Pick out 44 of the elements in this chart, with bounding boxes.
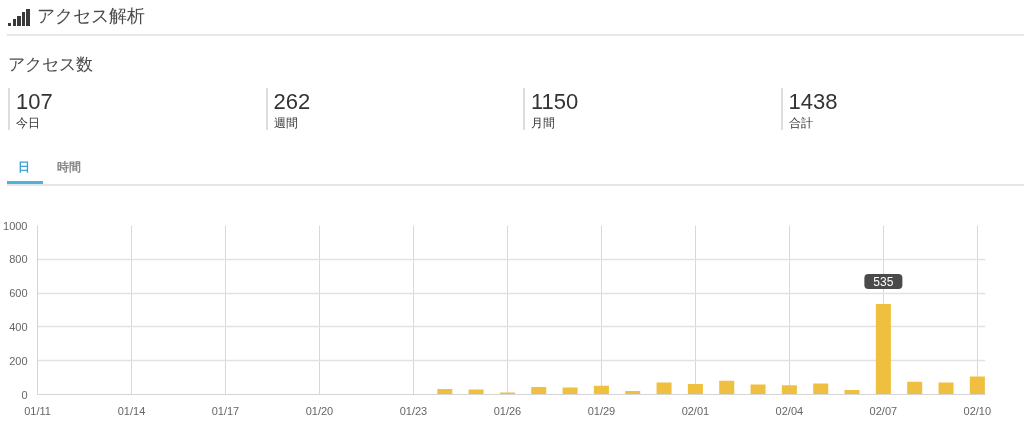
x-tick-label: 01/14 [117,404,146,417]
bar [719,380,735,395]
bar [531,387,547,395]
x-tick-label: 01/29 [587,404,616,417]
bar [875,304,891,395]
x-tick-label: 02/04 [775,404,804,417]
bar [562,387,578,395]
bar [750,384,766,395]
category-label: 週間 [273,116,298,130]
y-tick-label: 1000 [3,219,28,232]
bar [593,385,609,395]
x-tick-label: 01/17 [211,404,240,417]
text: アクセス数 [8,54,93,76]
data-label: 107 [16,89,53,115]
bar [813,383,829,395]
x-tick-label: 01/26 [493,404,522,417]
bar [938,382,954,395]
category-label: 合計 [788,116,813,130]
text: 日 [18,160,30,174]
x-tick-label: 02/07 [869,404,898,417]
y-tick-label: 600 [9,287,28,300]
x-tick-label: 01/23 [399,404,428,417]
x-tick-label: 01/20 [305,404,334,417]
y-tick-label: 0 [21,388,28,401]
bar [656,382,672,395]
bar [907,381,923,395]
y-tick-label: 200 [9,354,28,367]
bar [499,392,515,395]
bar [969,376,985,395]
bar [687,384,703,395]
category-label: 月間 [531,116,555,130]
data-label: 262 [273,89,311,115]
text: アクセス解析 [37,5,145,27]
x-tick-label: 02/10 [963,404,992,417]
y-tick-label: 400 [9,320,28,333]
x-tick-label: 01/11 [24,404,51,417]
data-label: 1438 [788,89,838,115]
data-label: 1150 [531,89,579,115]
bar [781,385,797,395]
category-label: 今日 [16,116,40,130]
text: 時間 [57,160,81,174]
y-tick-label: 800 [9,253,28,266]
x-tick-label: 02/01 [681,404,710,417]
data-label: 535 [873,275,894,290]
